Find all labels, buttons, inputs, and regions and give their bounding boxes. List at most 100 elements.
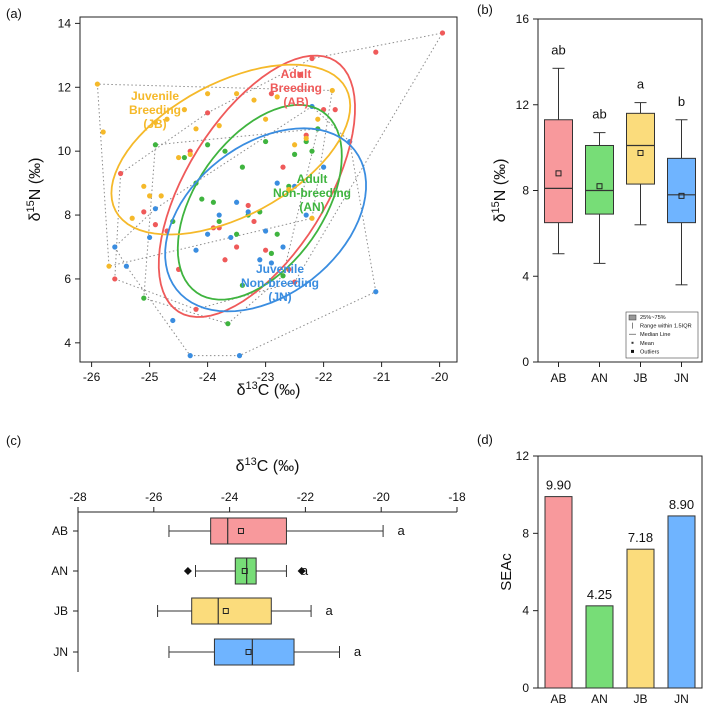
y-tick-label: JB (54, 604, 68, 618)
sea-ellipse-ab (157, 54, 356, 318)
bar-ab (544, 496, 573, 689)
data-point-jb (94, 81, 100, 87)
data-point-an (268, 250, 274, 256)
data-point-ab (251, 218, 257, 225)
mean-marker-ab (555, 170, 562, 177)
x-tick-label: -22 (315, 370, 333, 384)
data-point-jb (164, 116, 170, 122)
x-tick-label: AB (550, 371, 566, 385)
data-point-jb (205, 91, 211, 97)
y-tick-label: JN (53, 645, 68, 659)
data-point-jb (158, 193, 164, 199)
y-tick-label: 14 (58, 16, 72, 30)
sea-ellipse-jn (164, 127, 367, 313)
x-tick-label: -24 (221, 490, 239, 504)
y-tick-label: 12 (516, 98, 530, 112)
data-point-ab (268, 91, 274, 97)
data-point-jb (193, 126, 199, 132)
bar-jn (667, 515, 696, 689)
data-point-jn (234, 199, 240, 205)
data-point-jb (292, 142, 298, 148)
data-point-jn (147, 234, 153, 241)
y-tick-label: 4 (64, 336, 71, 350)
legend-entry: 25%~75% (640, 315, 666, 321)
y-tick-label: 8 (64, 208, 71, 222)
y-tick-label: 10 (58, 144, 72, 158)
significance-letter-an: ab (592, 107, 606, 122)
data-point-ab (222, 257, 228, 263)
data-point-an (225, 321, 231, 327)
data-point-jb (303, 135, 309, 141)
bar-value-label-ab: 9.90 (546, 478, 571, 493)
mean-marker-an (596, 183, 603, 190)
x-axis-label: δ13C (‰) (236, 456, 300, 475)
y-tick-label: 4 (522, 269, 529, 283)
panel-label: (b) (477, 2, 493, 17)
data-point-ab (205, 110, 211, 116)
data-point-jb (263, 116, 269, 122)
data-point-an (152, 142, 158, 148)
data-point-jb (106, 263, 112, 269)
significance-letter-ab: ab (551, 42, 565, 57)
data-point-jn (263, 228, 269, 234)
x-tick-label: -20 (431, 370, 449, 384)
y-axis-label: δ15N (‰) (25, 158, 44, 222)
plot-frame (79, 16, 458, 363)
data-point-jb (251, 97, 257, 103)
x-tick-label: JN (674, 371, 689, 385)
box-jn (213, 638, 295, 666)
data-point-jn (321, 164, 327, 170)
data-point-an (199, 196, 205, 202)
y-tick-label: AB (52, 524, 68, 538)
bar-value-label-jb: 7.18 (628, 530, 653, 545)
x-tick-label: -25 (141, 370, 159, 384)
data-point-jb (141, 183, 147, 189)
y-tick-label: 12 (58, 80, 72, 94)
outlier-marker-an (297, 567, 306, 575)
y-axis-label: SEAc (498, 553, 515, 591)
x-axis-label: δ13C (‰) (237, 380, 301, 399)
panel-label: (d) (477, 432, 493, 447)
box-jn (667, 157, 696, 224)
panel-d-bar-chart: (d) 0 4 8 12 SEAc 9.90 AB 4.25 AN 7.18 JB 8.90 JN (477, 432, 703, 703)
data-point-an (234, 231, 240, 237)
box-an (585, 144, 614, 215)
bar-jb (626, 548, 655, 689)
x-tick-label: -22 (297, 490, 315, 504)
data-point-an (274, 231, 280, 237)
y-tick-label: 0 (522, 355, 529, 369)
data-point-jn (236, 353, 243, 359)
data-point-jn (112, 244, 118, 250)
data-point-jn (245, 209, 251, 215)
data-point-ab (193, 306, 199, 312)
data-point-ab (297, 71, 303, 78)
bar-an (585, 605, 614, 689)
group-label-an: Adult Non-breeding (AN) (273, 172, 351, 214)
x-tick-label: -28 (69, 490, 87, 504)
panel-c-horizontal-boxplot: (c) δ13C (‰) -28 -26 -24 -22 -20 -18 AB a AN a JB a JN… (6, 433, 466, 672)
significance-letter-ab: a (397, 523, 405, 538)
group-label-jn: Juvenile Non-breeding (JN) (241, 262, 319, 304)
data-point-jn (170, 317, 176, 324)
legend-swatch-iqr (628, 314, 637, 321)
data-point-jn (123, 263, 129, 269)
data-point-jb (309, 215, 315, 221)
data-point-ab (112, 276, 118, 282)
group-label-ab: Adult Breeding (AB) (270, 67, 322, 109)
data-point-ab (373, 49, 379, 55)
data-point-an (210, 199, 216, 205)
y-axis-label: δ15N (‰) (490, 159, 509, 223)
legend-entry: Outliers (640, 349, 659, 355)
mean-marker-jb (222, 608, 229, 614)
y-tick-label: 12 (516, 449, 530, 463)
convex-hull-an (143, 128, 319, 325)
data-point-ab (439, 30, 446, 36)
box-an (234, 557, 257, 585)
x-tick-label: -18 (448, 490, 466, 504)
x-tick-label: AN (591, 692, 608, 703)
data-point-jb (147, 193, 153, 199)
data-point-an (181, 154, 187, 161)
data-point-jn (257, 257, 263, 263)
y-tick-label: AN (51, 564, 68, 578)
data-point-jb (187, 151, 193, 157)
